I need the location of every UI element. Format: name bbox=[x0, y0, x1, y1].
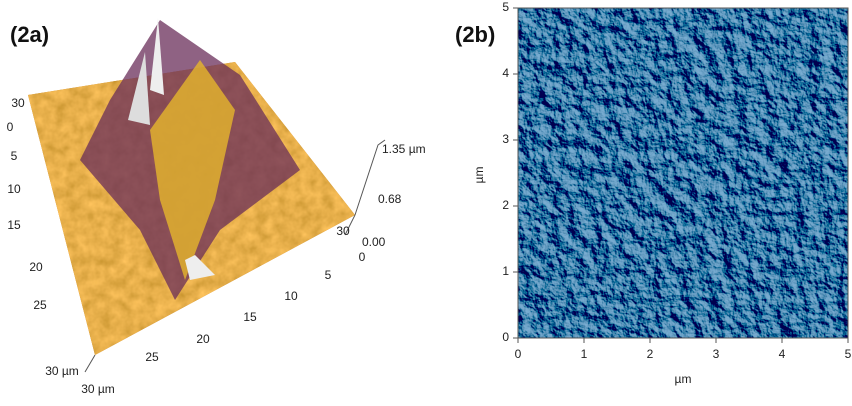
y-tick-label: 0 bbox=[502, 330, 509, 344]
y-tick-label: 2 bbox=[502, 198, 509, 212]
x-tick-label: 4 bbox=[779, 347, 786, 361]
left-tick-label: 10 bbox=[7, 182, 21, 196]
bottom-tick-label: 0 bbox=[359, 250, 366, 264]
left-tick-label: 30 bbox=[11, 96, 25, 110]
z-tick-label: 1.35 µm bbox=[382, 142, 426, 156]
panel-label: (2a) bbox=[10, 22, 49, 47]
bottom-tick-label: 30 bbox=[336, 224, 350, 238]
left-tick-label: 15 bbox=[7, 218, 21, 232]
x-tick-label: 1 bbox=[581, 347, 588, 361]
left-tick-label: 0 bbox=[7, 120, 14, 134]
z-tick-label: 0.00 bbox=[362, 235, 386, 249]
left-tick-label: 30 µm bbox=[45, 364, 79, 378]
y-tick-label: 4 bbox=[502, 66, 509, 80]
x-tick-label: 2 bbox=[647, 347, 654, 361]
bottom-tick-label: 5 bbox=[325, 268, 332, 282]
afm-image bbox=[518, 8, 848, 338]
y-axis-label: µm bbox=[472, 167, 486, 184]
z-tick-label: 0.68 bbox=[378, 192, 402, 206]
bottom-tick-label: 20 bbox=[196, 332, 210, 346]
y-tick-label: 5 bbox=[502, 0, 509, 14]
x-tick-label: 0 bbox=[515, 347, 522, 361]
y-tick-label: 1 bbox=[502, 264, 509, 278]
x-tick-label: 5 bbox=[845, 347, 852, 361]
left-tick-label: 20 bbox=[29, 260, 43, 274]
figure: (2a) (2b) µm µm 1.35 µm0.680.00300510152… bbox=[0, 0, 852, 406]
left-tick-label: 5 bbox=[11, 149, 18, 163]
bottom-tick-label: 30 µm bbox=[81, 382, 115, 396]
surface-3d bbox=[28, 18, 385, 372]
bottom-tick-label: 25 bbox=[145, 350, 159, 364]
bottom-tick-label: 10 bbox=[284, 289, 298, 303]
x-tick-label: 3 bbox=[713, 347, 720, 361]
axis-line bbox=[85, 355, 95, 372]
x-axis-label: µm bbox=[675, 372, 692, 386]
y-tick-label: 3 bbox=[502, 132, 509, 146]
left-tick-label: 25 bbox=[33, 298, 47, 312]
bottom-tick-label: 15 bbox=[243, 310, 257, 324]
panel-label: (2b) bbox=[455, 22, 495, 47]
